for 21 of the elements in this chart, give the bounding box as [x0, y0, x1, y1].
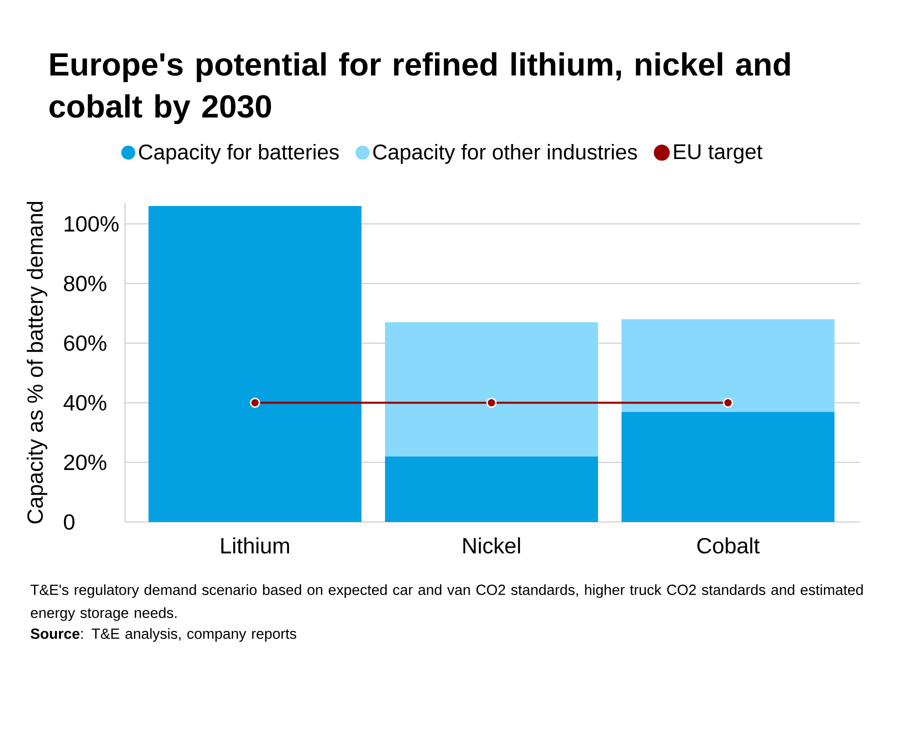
text: Source: T&E analysis, company reports	[30, 628, 296, 642]
legend-label: Capacity for other industries	[373, 144, 637, 164]
legend-label: EU target	[674, 144, 762, 164]
bar	[385, 322, 598, 456]
bar	[622, 412, 834, 522]
x-tick-label: Nickel	[463, 537, 520, 554]
chart-title: Europe's potential for refined lithium, nickel and cobalt by 2030	[50, 52, 790, 124]
bar	[622, 319, 834, 412]
text: T&E's regulatory demand scenario based on expected car and van CO2 standards, higher truck CO2 standards and estimated energy storage needs.	[30, 584, 863, 621]
bar	[148, 206, 362, 522]
y-tick-label: 60%	[64, 335, 106, 351]
bar	[385, 456, 598, 522]
y-axis-title: Capacity as % of battery demand	[26, 202, 48, 524]
legend-label: Capacity for batteries	[139, 144, 339, 164]
y-tick-label: 40%	[64, 394, 106, 411]
x-tick-label: Cobalt	[697, 537, 760, 554]
y-tick-label: 0	[64, 514, 74, 530]
y-tick-label: 80%	[64, 276, 106, 292]
x-tick-label: Lithium	[221, 537, 289, 554]
y-tick-label: 20%	[64, 454, 106, 470]
y-tick-label: 100%	[64, 216, 119, 232]
